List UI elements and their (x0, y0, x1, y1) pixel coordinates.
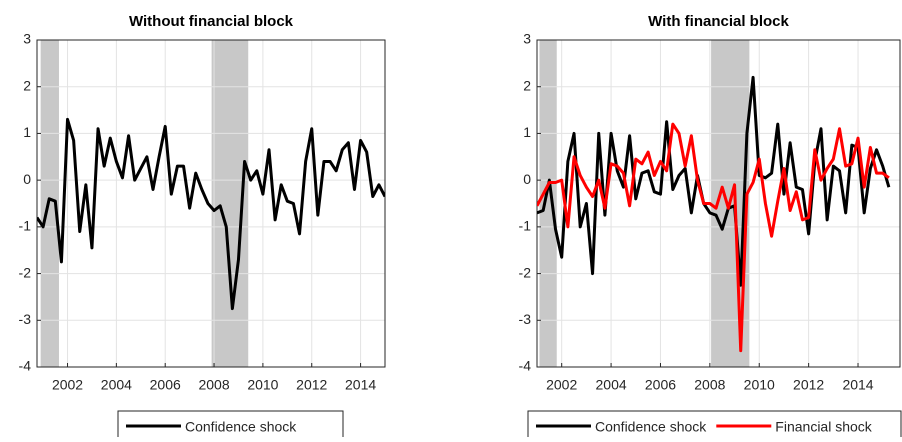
panel-title: With financial block (648, 13, 789, 30)
x-tick-label: 2012 (793, 377, 824, 393)
plot-area (37, 40, 385, 367)
shaded-period (40, 40, 59, 367)
x-tick-label: 2014 (842, 377, 873, 393)
x-tick-label: 2014 (345, 377, 376, 393)
x-tick-label: 2002 (546, 377, 577, 393)
legend-label: Financial shock (775, 419, 872, 435)
series-line (537, 75, 891, 287)
panel-title: Without financial block (129, 13, 294, 30)
y-tick-label: 0 (23, 171, 31, 187)
y-tick-label: -4 (19, 358, 32, 374)
y-tick-label: 1 (23, 124, 31, 140)
y-tick-label: 2 (523, 77, 531, 93)
y-tick-label: 3 (523, 31, 531, 47)
x-tick-label: 2010 (744, 377, 775, 393)
y-tick-label: 3 (23, 31, 31, 47)
x-tick-label: 2008 (694, 377, 725, 393)
y-tick-label: -1 (519, 218, 532, 234)
x-tick-label: 2008 (198, 377, 229, 393)
x-tick-label: 2004 (596, 377, 627, 393)
y-tick-label: -4 (519, 358, 532, 374)
y-tick-label: -2 (519, 264, 532, 280)
shaded-period (539, 40, 557, 367)
y-tick-label: -3 (519, 311, 532, 327)
series-line (537, 122, 890, 353)
x-tick-label: 2010 (247, 377, 278, 393)
y-tick-label: 0 (523, 171, 531, 187)
series-line (37, 117, 385, 311)
x-tick-label: 2006 (645, 377, 676, 393)
x-tick-label: 2004 (101, 377, 132, 393)
y-tick-label: -3 (19, 311, 32, 327)
x-tick-label: 2002 (52, 377, 83, 393)
y-tick-label: -1 (19, 218, 32, 234)
x-tick-label: 2006 (150, 377, 181, 393)
y-tick-label: -2 (19, 264, 32, 280)
y-tick-label: 2 (23, 77, 31, 93)
y-tick-label: 1 (523, 124, 531, 140)
legend-label: Confidence shock (595, 419, 707, 435)
legend-label: Confidence shock (185, 419, 297, 435)
x-tick-label: 2012 (296, 377, 327, 393)
axes-frame (36, 39, 386, 368)
